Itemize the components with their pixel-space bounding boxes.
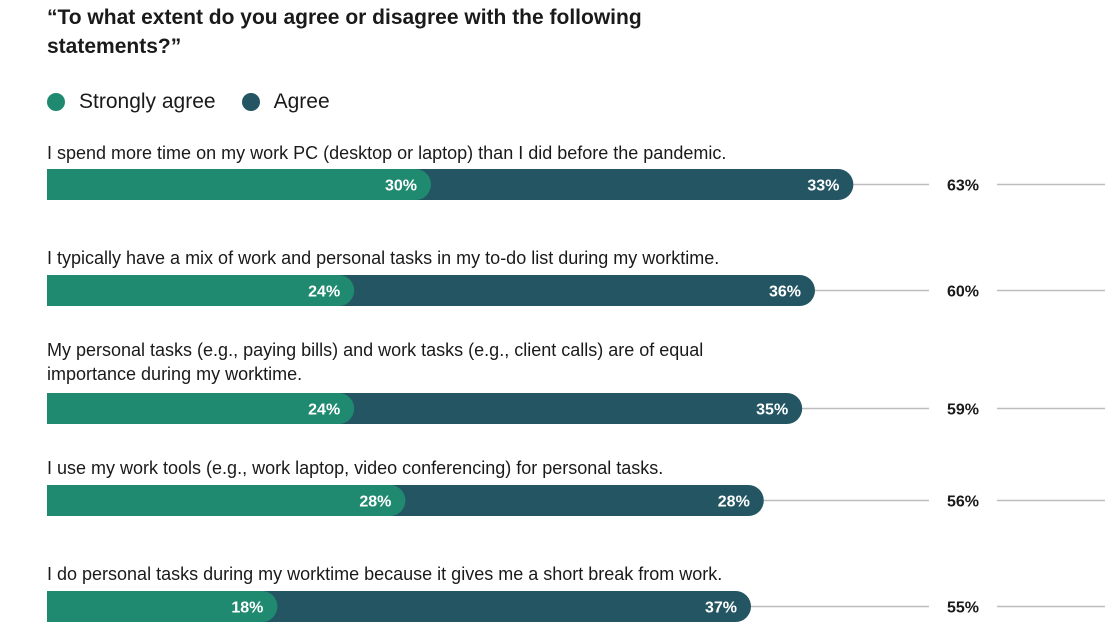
bar-strongly-agree-4 (47, 485, 406, 516)
total-label-backing-2 (929, 278, 997, 303)
total-label-backing-5 (929, 594, 997, 619)
chart-title: “To what extent do you agree or disagree… (47, 6, 642, 58)
value-label-agree-5: 37% (705, 600, 737, 617)
total-label-2: 60% (947, 284, 979, 301)
statement-label-4: I use my work tools (e.g., work laptop, … (47, 458, 663, 478)
value-label-strongly-agree-2: 24% (308, 284, 340, 301)
total-label-1: 63% (947, 178, 979, 195)
bar-strongly-agree-1 (47, 169, 431, 200)
bar-strongly-agree-5 (47, 591, 278, 622)
total-label-5: 55% (947, 600, 979, 617)
statement-label-3: My personal tasks (e.g., paying bills) a… (47, 340, 703, 384)
total-label-backing-3 (929, 396, 997, 421)
legend-swatch-agree (241, 93, 260, 111)
bar-strongly-agree-2 (47, 275, 355, 306)
total-label-4: 56% (947, 494, 979, 511)
value-label-strongly-agree-4: 28% (359, 494, 391, 511)
total-label-backing-4 (929, 488, 997, 513)
value-label-strongly-agree-5: 18% (231, 600, 263, 617)
bar-agree-1 (415, 169, 854, 200)
statement-label-2: I typically have a mix of work and perso… (47, 248, 719, 268)
legend-item-strongly-agree: Strongly agree (47, 90, 216, 114)
statement-label-5: I do personal tasks during my worktime b… (47, 564, 722, 584)
bar-agree-4 (389, 485, 764, 516)
value-label-agree-4: 28% (718, 494, 750, 511)
bar-agree-5 (261, 591, 751, 622)
value-label-strongly-agree-3: 24% (308, 402, 340, 419)
legend-swatch-strongly-agree (47, 93, 65, 111)
value-label-agree-2: 36% (769, 284, 801, 301)
statement-label-1: I spend more time on my work PC (desktop… (47, 143, 726, 163)
legend-label-agree: Agree (273, 90, 330, 113)
value-label-strongly-agree-1: 30% (385, 178, 417, 195)
bar-agree-2 (338, 275, 815, 306)
bar-strongly-agree-3 (47, 393, 355, 424)
value-label-agree-1: 33% (807, 178, 839, 195)
total-label-3: 59% (947, 402, 979, 419)
bar-agree-3 (338, 393, 803, 424)
value-label-agree-3: 35% (756, 402, 788, 419)
legend-label-strongly-agree: Strongly agree (79, 90, 216, 113)
total-label-backing-1 (929, 172, 997, 197)
chart-legend: Strongly agree Agree (47, 88, 356, 116)
legend-item-agree: Agree (241, 90, 330, 114)
